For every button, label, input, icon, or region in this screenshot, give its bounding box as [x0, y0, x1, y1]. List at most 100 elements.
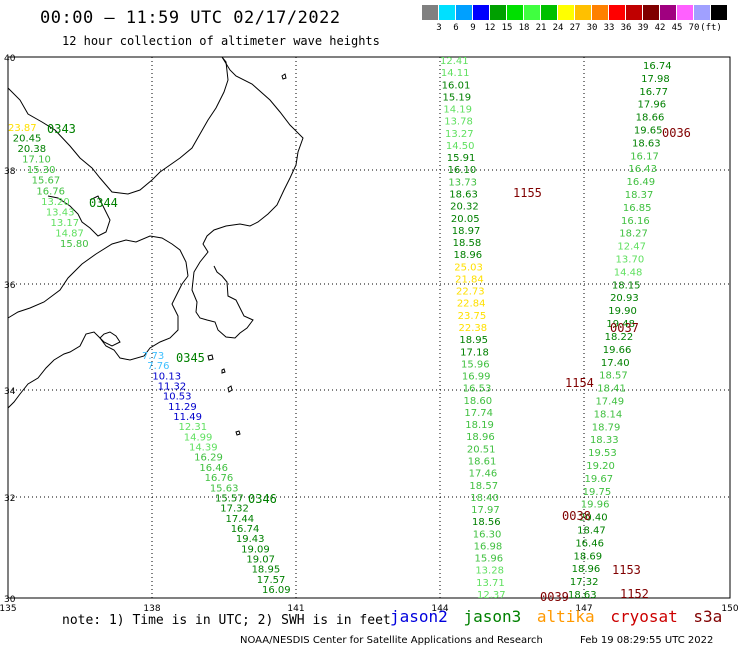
- swh-point: 15.57: [215, 493, 244, 504]
- colorbar-swatch: [490, 5, 507, 20]
- coastline: [7, 56, 304, 436]
- colorbar-label: 3: [436, 23, 442, 33]
- swh-point: 16.49: [627, 177, 656, 188]
- colorbar-swatch: [439, 5, 456, 20]
- colorbar-label: 70: [688, 23, 700, 33]
- swh-point: 17.97: [471, 505, 500, 516]
- swh-point: 19.96: [581, 500, 610, 511]
- lat-tick-label: 36: [4, 281, 16, 291]
- swh-point: 18.63: [449, 190, 478, 201]
- colorbar-label: 15: [501, 23, 513, 33]
- swh-point: 12.37: [477, 590, 506, 601]
- swh-point: 18.41: [597, 384, 626, 395]
- swh-point: 20.05: [451, 214, 480, 225]
- colorbar-swatch: [643, 5, 660, 20]
- swh-point: 18.96: [466, 432, 495, 443]
- lat-tick-label: 32: [4, 494, 15, 504]
- lat-tick-label: 30: [4, 595, 16, 605]
- swh-point: 22.84: [457, 299, 486, 310]
- swh-point: 18.57: [599, 371, 628, 382]
- swh-point: 18.63: [568, 590, 597, 601]
- swh-point: 15.67: [32, 176, 61, 187]
- colorbar-swatch: [575, 5, 592, 20]
- swh-point: 16.46: [199, 463, 228, 474]
- pass-time-label: 1154: [565, 376, 594, 390]
- colorbar-swatch: [473, 5, 490, 20]
- colorbar-swatch: [711, 5, 728, 20]
- swh-point: 20.45: [13, 134, 42, 145]
- pass-time-label: 0038: [562, 509, 591, 523]
- swh-point: 23.87: [8, 123, 37, 134]
- swh-point: 10.13: [152, 371, 181, 382]
- colorbar-label: 27: [569, 23, 581, 33]
- swh-point: 13.73: [448, 177, 477, 188]
- swh-point: 17.18: [460, 347, 489, 358]
- lon-tick-label: 135: [0, 604, 17, 614]
- swh-point: 18.33: [590, 435, 619, 446]
- swh-point: 21.84: [455, 274, 484, 285]
- swh-point: 7.73: [142, 351, 164, 362]
- swh-point: 19.09: [241, 544, 270, 555]
- swh-point: 17.49: [595, 396, 624, 407]
- swh-point: 18.95: [252, 565, 281, 576]
- swh-point: 18.58: [453, 238, 482, 249]
- pass-time-label: 1153: [612, 563, 641, 577]
- swh-point: 16.43: [628, 164, 657, 175]
- pass-time-label: 0037: [610, 321, 639, 335]
- swh-point: 25.03: [454, 262, 483, 273]
- coastline-honshu-west: [7, 56, 229, 195]
- swh-point: 17.46: [469, 469, 498, 480]
- swh-point: 14.87: [55, 228, 84, 239]
- legend-altika: altika: [536, 607, 595, 626]
- colorbar-swatch: [541, 5, 558, 20]
- pass-time-label: 0346: [248, 492, 277, 506]
- legend-jason2: jason2: [390, 607, 448, 626]
- swh-point: 14.11: [441, 68, 470, 79]
- swh-point: 19.07: [246, 554, 275, 565]
- swh-point: 14.50: [446, 141, 475, 152]
- colorbar-swatch: [677, 5, 694, 20]
- swh-point: 18.61: [468, 457, 497, 468]
- swh-point: 13.20: [41, 197, 70, 208]
- pass-time-label: 0343: [47, 122, 76, 136]
- colorbar-label: 12: [484, 23, 496, 33]
- swh-point: 16.53: [463, 384, 492, 395]
- swh-point: 19.53: [588, 448, 617, 459]
- swh-point: 19.90: [608, 306, 637, 317]
- colorbar-swatch: [524, 5, 541, 20]
- swh-point: 16.46: [575, 538, 604, 549]
- swh-point: 18.22: [605, 332, 634, 343]
- lon-tick-label: 150: [721, 604, 738, 614]
- swh-point: 18.37: [625, 190, 654, 201]
- colorbar-swatch: [558, 5, 575, 20]
- swh-point: 18.96: [453, 250, 482, 261]
- lat-tick-label: 38: [4, 167, 16, 177]
- swh-point: 13.43: [46, 207, 75, 218]
- swh-point: 13.71: [476, 578, 505, 589]
- swh-point: 10.53: [163, 392, 192, 403]
- coastline-noto: [47, 195, 111, 237]
- swh-point: 11.29: [168, 402, 197, 413]
- map-frame: [7, 56, 731, 599]
- colorbar-label: 24: [552, 23, 564, 33]
- swh-point: 19.67: [584, 474, 613, 485]
- colorbar-label: 18: [518, 23, 530, 33]
- swh-point: 19.48: [606, 319, 635, 330]
- island-1: [281, 73, 287, 80]
- coastline-honshu-east: [191, 56, 304, 339]
- swh-point: 14.48: [614, 267, 643, 278]
- swh-point: 16.98: [474, 541, 503, 552]
- swh-point: 16.76: [36, 186, 65, 197]
- lon-tick-label: 147: [575, 604, 592, 614]
- swh-point: 16.10: [448, 165, 477, 176]
- pass-time-label: 0344: [89, 196, 118, 210]
- swh-point: 13.70: [616, 255, 645, 266]
- swh-point: 17.32: [220, 504, 249, 515]
- swh-point: 16.17: [630, 151, 659, 162]
- swh-point: 15.80: [60, 239, 89, 250]
- colorbar-swatch: [422, 5, 439, 20]
- swh-point: 18.95: [459, 335, 488, 346]
- swh-point: 18.56: [472, 517, 501, 528]
- footer-note: note: 1) Time is in UTC; 2) SWH is in fe…: [62, 613, 391, 628]
- swh-point: 15.96: [474, 554, 503, 565]
